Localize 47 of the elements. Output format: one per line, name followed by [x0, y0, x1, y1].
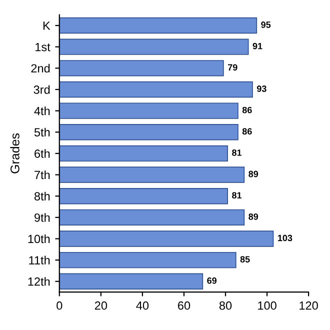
y-tick-label: 3rd [34, 85, 50, 94]
y-tick-label: 4th [34, 106, 50, 116]
bar [59, 166, 245, 183]
y-tick-label: 12th [28, 277, 50, 286]
bar [59, 81, 253, 98]
y-tick-label: 11th [29, 256, 50, 264]
bar [59, 252, 236, 268]
data-label: 89 [248, 170, 258, 178]
data-label: 86 [242, 106, 252, 114]
bar [59, 145, 228, 162]
data-label: 81 [232, 192, 242, 199]
data-label: 85 [240, 256, 250, 262]
y-tick-label: 2nd [31, 64, 50, 73]
y-tick-label: K [43, 22, 50, 30]
data-label: 93 [256, 86, 266, 92]
y-tick-label: 7th [34, 170, 50, 180]
bar [59, 102, 238, 119]
data-label: 95 [261, 22, 271, 28]
bar [59, 209, 245, 226]
x-tick-label: 0 [56, 301, 62, 310]
y-tick-label: 1st [36, 42, 50, 52]
x-tick-label: 120 [300, 301, 318, 310]
bar [59, 60, 224, 76]
y-axis-title: Grades [10, 133, 20, 174]
y-tick-label: 10th [28, 234, 50, 244]
bar [59, 38, 249, 55]
y-tick-label: 6th [34, 149, 50, 158]
y-tick-label: 8th [34, 192, 50, 200]
data-label: 69 [207, 277, 217, 284]
bar [59, 124, 238, 140]
x-tick-label: 20 [94, 301, 108, 310]
data-label: 81 [232, 149, 242, 156]
bar [59, 188, 228, 204]
x-tick-label: 80 [219, 301, 232, 310]
y-tick-label: 9th [34, 213, 50, 222]
bar [59, 230, 274, 247]
data-label: 103 [278, 234, 292, 242]
bar [59, 17, 258, 34]
x-tick-label: 60 [178, 301, 190, 310]
data-label: 89 [248, 213, 258, 220]
bar [59, 273, 204, 290]
x-tick-label: 40 [136, 301, 149, 310]
data-label: 79 [228, 64, 238, 71]
x-tick-label: 100 [258, 301, 276, 310]
y-tick-label: 5th [34, 128, 50, 137]
data-label: 86 [242, 128, 252, 135]
data-label: 91 [252, 42, 262, 50]
